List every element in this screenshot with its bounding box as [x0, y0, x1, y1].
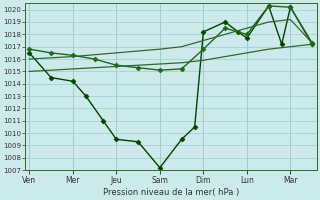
X-axis label: Pression niveau de la mer( hPa ): Pression niveau de la mer( hPa ): [103, 188, 239, 197]
